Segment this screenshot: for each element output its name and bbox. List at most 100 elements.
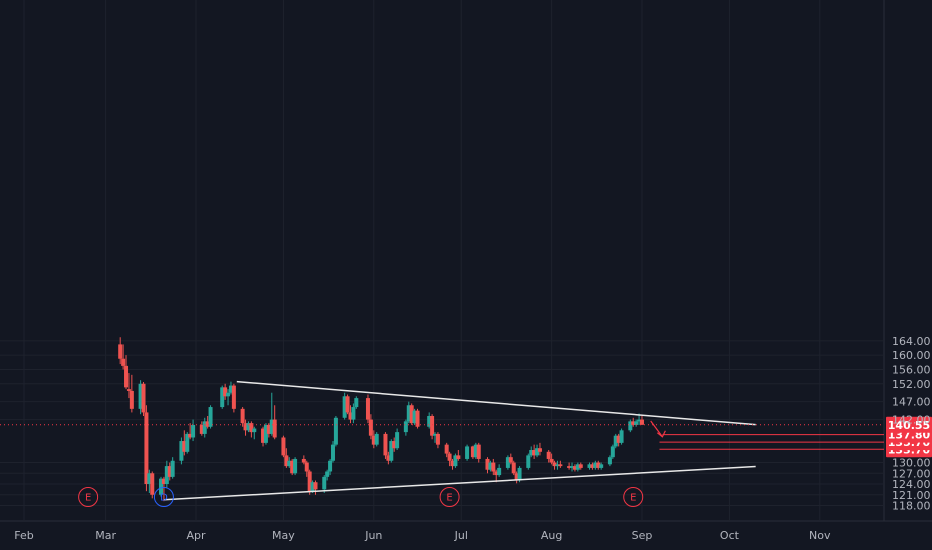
candle-body: [205, 421, 210, 427]
time-tick-label: Jun: [364, 529, 382, 542]
candle-body: [578, 464, 583, 468]
target-lines[interactable]: [0, 420, 884, 450]
candle-body: [450, 460, 455, 467]
candle-body: [243, 423, 248, 431]
candle-body: [392, 441, 397, 449]
candle-body: [293, 458, 298, 474]
candle-body: [170, 460, 175, 477]
candle-body: [386, 455, 391, 461]
candle-body: [575, 464, 580, 470]
candle-body: [290, 460, 295, 474]
time-tick-label: May: [272, 529, 295, 542]
candle-body: [476, 444, 481, 459]
price-tick-label: 156.00: [892, 363, 931, 376]
candle-body: [634, 421, 639, 425]
candle-body: [124, 365, 129, 388]
candle-body: [342, 396, 347, 418]
candle-body: [281, 437, 286, 456]
candle-body: [631, 421, 636, 425]
candle-body: [444, 444, 449, 454]
candle-body: [126, 389, 131, 391]
price-axis[interactable]: 118.00121.00124.00127.00130.00133.70135.…: [886, 335, 932, 513]
candle-body: [310, 482, 315, 492]
time-tick-label: Apr: [186, 529, 206, 542]
candle-body: [179, 441, 184, 461]
price-tick-label: 152.00: [892, 378, 931, 391]
candle-body: [263, 424, 268, 443]
candle-body: [427, 416, 432, 427]
candle-body: [150, 473, 155, 495]
candle-body: [567, 466, 572, 468]
candle-body: [325, 471, 330, 477]
event-marker-label: E: [630, 493, 636, 504]
time-tick-label: Jul: [454, 529, 468, 542]
candle-body: [406, 405, 411, 422]
trendline-drawings[interactable]: [163, 380, 756, 501]
candle-body: [517, 467, 522, 481]
candle-body: [252, 428, 257, 433]
candle-body: [465, 446, 470, 459]
candle-body: [412, 410, 417, 424]
candle-body: [456, 455, 461, 459]
candle-body: [345, 396, 350, 413]
candlestick-series: [118, 337, 644, 502]
candle-body: [284, 455, 289, 467]
candle-body: [322, 476, 327, 490]
candle-body: [351, 407, 356, 420]
candle-body: [415, 410, 420, 427]
price-tick-label: 118.00: [892, 500, 931, 513]
event-marker: [439, 487, 460, 507]
event-marker: [78, 487, 99, 507]
candle-body: [590, 464, 595, 468]
candle-body: [447, 453, 452, 461]
candle-body: [473, 444, 478, 458]
price-tick-label: 121.00: [892, 489, 931, 502]
candle-body: [435, 433, 440, 445]
candle-body: [261, 428, 266, 443]
candle-body: [266, 424, 271, 434]
time-tick-label: Mar: [95, 529, 116, 542]
time-tick-label: Feb: [14, 529, 33, 542]
candle-body: [505, 457, 510, 468]
candle-body: [129, 390, 134, 409]
candle-body: [587, 464, 592, 468]
candle-body: [532, 450, 537, 456]
candle-body: [485, 458, 490, 470]
candle-body: [161, 478, 166, 485]
candle-body: [240, 408, 245, 424]
candle-body: [226, 392, 231, 397]
candle-body: [220, 387, 225, 408]
candle-body: [304, 462, 309, 472]
candle-body: [328, 460, 333, 472]
event-marker-label: E: [446, 493, 452, 504]
price-tag-bg: [886, 416, 932, 433]
candle-body: [301, 458, 306, 463]
time-tick-label: Sep: [632, 529, 653, 542]
candle-body: [599, 464, 604, 468]
candle-body: [208, 407, 213, 427]
price-tick-label: 142.00: [892, 414, 931, 427]
event-marker: [623, 487, 644, 507]
candle-body: [185, 433, 190, 452]
candle-body: [570, 466, 575, 468]
price-tick-label: 124.00: [892, 478, 931, 491]
event-marker-label: E: [85, 493, 91, 504]
candle-body: [537, 448, 542, 452]
candle-body: [607, 457, 612, 465]
price-tick-label: 127.00: [892, 467, 931, 480]
candle-body: [368, 419, 373, 436]
candle-body: [637, 419, 642, 422]
target-arrow: [650, 420, 663, 438]
candle-body: [610, 446, 615, 458]
time-axis[interactable]: Feb Mar Apr May Jun Jul Aug Sep Oct Nov: [14, 529, 831, 542]
target-arrow-head: [657, 430, 666, 438]
candle-body: [409, 405, 414, 424]
last-price-tag: 140.55: [888, 419, 930, 432]
price-tick-label: 164.00: [892, 335, 931, 348]
candle-body: [593, 462, 598, 468]
candle-body: [491, 462, 496, 472]
